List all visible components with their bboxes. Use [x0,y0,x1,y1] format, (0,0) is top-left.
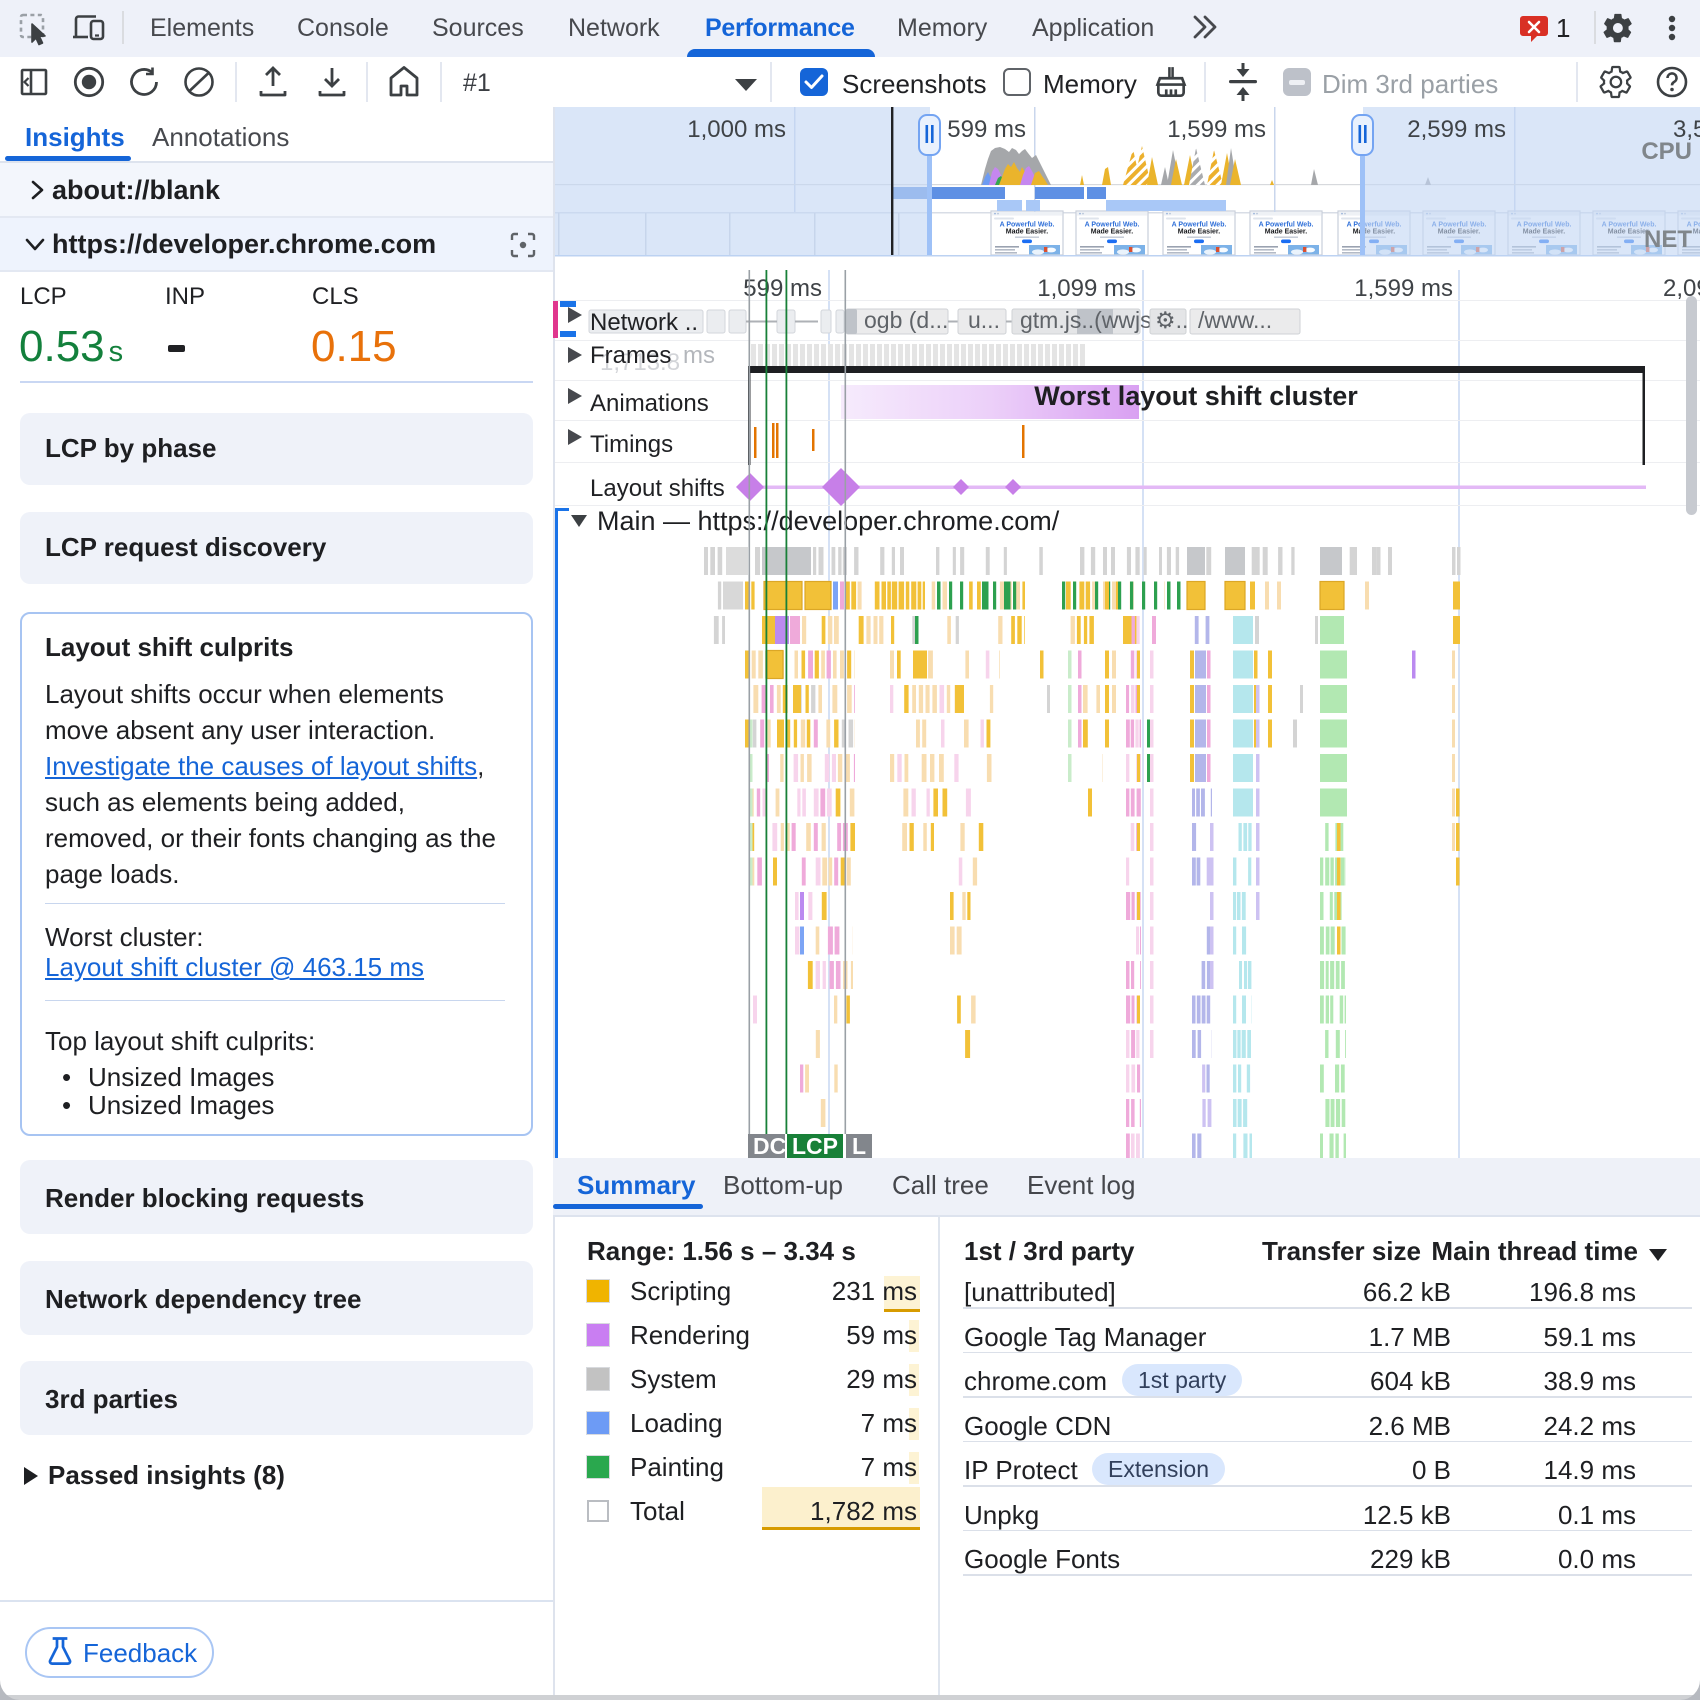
svg-text:Layout shifts: Layout shifts [590,475,725,502]
svg-text:L: L [852,1133,866,1158]
svg-text:ms: ms [683,342,715,369]
svg-text:LCP: LCP [792,1133,838,1158]
svg-text:599 ms: 599 ms [947,116,1026,143]
svg-text:CPU: CPU [1641,138,1692,165]
svg-text:/www...: /www... [1198,307,1272,333]
svg-text:1,713.8: 1,713.8 [600,349,680,376]
svg-text:u...: u... [968,307,1000,333]
svg-text:NET: NET [1644,226,1692,253]
svg-text:⚙...: ⚙... [1155,307,1195,333]
svg-text:2,599 ms: 2,599 ms [1407,116,1506,143]
svg-text:1,099 ms: 1,099 ms [1037,275,1136,302]
svg-text:599 ms: 599 ms [743,275,822,302]
svg-text:DC: DC [753,1133,786,1158]
svg-text:ogb (d...: ogb (d... [864,307,948,333]
svg-text:Timings: Timings [590,431,673,458]
svg-text:3,59: 3,59 [1673,116,1700,143]
svg-text:Main — https://developer.chrom: Main — https://developer.chrome.com/ [597,506,1060,536]
svg-text:1,599 ms: 1,599 ms [1167,116,1266,143]
svg-text:1,000 ms: 1,000 ms [687,116,786,143]
svg-text:Worst layout shift cluster: Worst layout shift cluster [1034,381,1358,411]
svg-text:Frames: Frames [590,342,671,369]
svg-text:Animations: Animations [590,390,709,417]
svg-text:1,599 ms: 1,599 ms [1354,275,1453,302]
svg-text:Network ..: Network .. [590,309,698,336]
